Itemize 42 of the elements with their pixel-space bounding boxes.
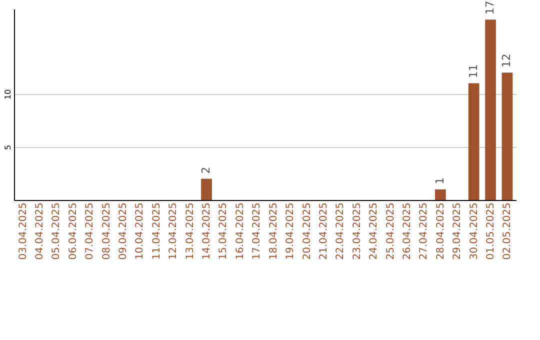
x-tick-label: 02.05.2025 <box>502 202 514 260</box>
x-tick-label: 26.04.2025 <box>402 202 413 260</box>
x-tick-label: 23.04.2025 <box>352 202 363 260</box>
x-tick-label: 19.04.2025 <box>285 202 296 260</box>
x-tick-label: 28.04.2025 <box>435 202 446 260</box>
data-label: 12 <box>500 54 514 68</box>
x-tick-label: 24.04.2025 <box>368 202 380 260</box>
data-label: 17 <box>484 0 497 15</box>
x-tick-label: 01.05.2025 <box>486 202 497 260</box>
x-tick-label: 20.04.2025 <box>302 202 313 260</box>
x-tick-label: 10.04.2025 <box>134 202 146 260</box>
x-tick-label: 15.04.2025 <box>218 202 230 260</box>
bar <box>468 83 480 200</box>
x-tick-label: 05.04.2025 <box>51 202 62 260</box>
data-label: 1 <box>433 177 446 184</box>
x-tick-label: 11.04.2025 <box>151 202 162 260</box>
bar <box>434 189 446 200</box>
x-tick-label: 27.04.2025 <box>418 202 430 260</box>
x-tick-label: 17.04.2025 <box>252 202 263 260</box>
x-tick-label: 30.04.2025 <box>468 202 480 260</box>
x-tick-label: 08.04.2025 <box>101 202 112 260</box>
bar <box>485 20 496 200</box>
data-label: 11 <box>466 64 480 78</box>
x-tick-label: 29.04.2025 <box>452 202 464 260</box>
x-tick-label: 13.04.2025 <box>184 202 196 260</box>
x-tick-label: 09.04.2025 <box>118 202 130 260</box>
data-label: 2 <box>200 166 213 174</box>
x-tick-label: 18.04.2025 <box>268 202 280 260</box>
x-tick-label: 25.04.2025 <box>385 202 396 260</box>
x-tick-label: 22.04.2025 <box>335 202 346 260</box>
x-tick-label: 21.04.2025 <box>318 202 330 260</box>
x-tick-label: 07.04.2025 <box>84 202 96 260</box>
y-tick-label: 10 <box>4 89 12 100</box>
bar <box>201 178 212 200</box>
x-tick-label: 14.04.2025 <box>202 202 213 260</box>
y-tick-label: 5 <box>4 144 12 150</box>
x-tick-label: 04.04.2025 <box>34 202 46 260</box>
x-tick-label: 06.04.2025 <box>68 202 79 260</box>
bar <box>502 72 513 200</box>
x-tick-label: 12.04.2025 <box>168 202 180 260</box>
x-tick-label: 03.04.2025 <box>18 202 29 260</box>
x-tick-label: 16.04.2025 <box>234 202 246 260</box>
